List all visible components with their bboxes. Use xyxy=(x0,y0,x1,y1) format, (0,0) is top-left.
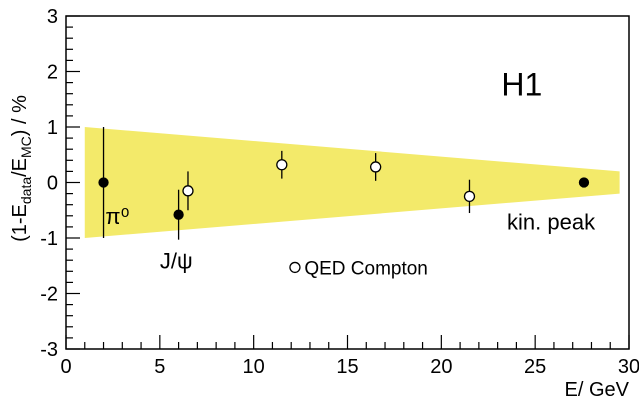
data-point-open xyxy=(369,161,382,173)
y-tick-label: 1 xyxy=(47,117,58,139)
x-tick-label: 20 xyxy=(430,356,452,378)
y-axis-title-part-close: ) / % xyxy=(9,95,31,136)
y-tick-label: -2 xyxy=(40,284,58,306)
x-tick-label: 30 xyxy=(618,356,639,378)
x-tick-label: 0 xyxy=(60,356,71,378)
annotation-label: J/ψ xyxy=(160,249,193,274)
y-axis-title-subscript-data: data xyxy=(18,177,34,204)
annotation-label: π⁰ xyxy=(105,204,129,229)
y-axis-title: (1-Edata/EMC) / % xyxy=(9,95,34,242)
y-tick-label: -3 xyxy=(40,339,58,361)
y-axis-title-subscript-mc: MC xyxy=(18,136,34,158)
x-tick-label: 15 xyxy=(336,356,358,378)
uncertainty-band xyxy=(84,127,620,238)
y-tick-label: 0 xyxy=(47,173,58,195)
legend-marker-open-circle xyxy=(289,261,301,274)
data-point-filled xyxy=(173,209,184,220)
y-tick-label: 3 xyxy=(47,6,58,28)
y-tick-label: 2 xyxy=(47,62,58,84)
y-tick-label: -1 xyxy=(40,228,58,250)
x-tick-label: 25 xyxy=(524,356,546,378)
data-point-open xyxy=(182,185,194,197)
legend-label: QED Compton xyxy=(304,258,428,279)
y-axis-title-part-mid: /E xyxy=(9,158,31,177)
data-point-filled xyxy=(98,177,109,188)
experiment-label: H1 xyxy=(501,66,542,102)
data-point-open xyxy=(463,190,476,203)
data-point-filled xyxy=(578,177,590,188)
annotation-label: kin. peak xyxy=(507,210,596,235)
x-tick-label: 5 xyxy=(154,356,165,378)
y-axis-title-part-open: (1-E xyxy=(9,204,31,242)
x-tick-label: 10 xyxy=(243,356,265,378)
x-axis-title: E/ GeV xyxy=(565,379,630,401)
data-point-open xyxy=(276,159,288,171)
